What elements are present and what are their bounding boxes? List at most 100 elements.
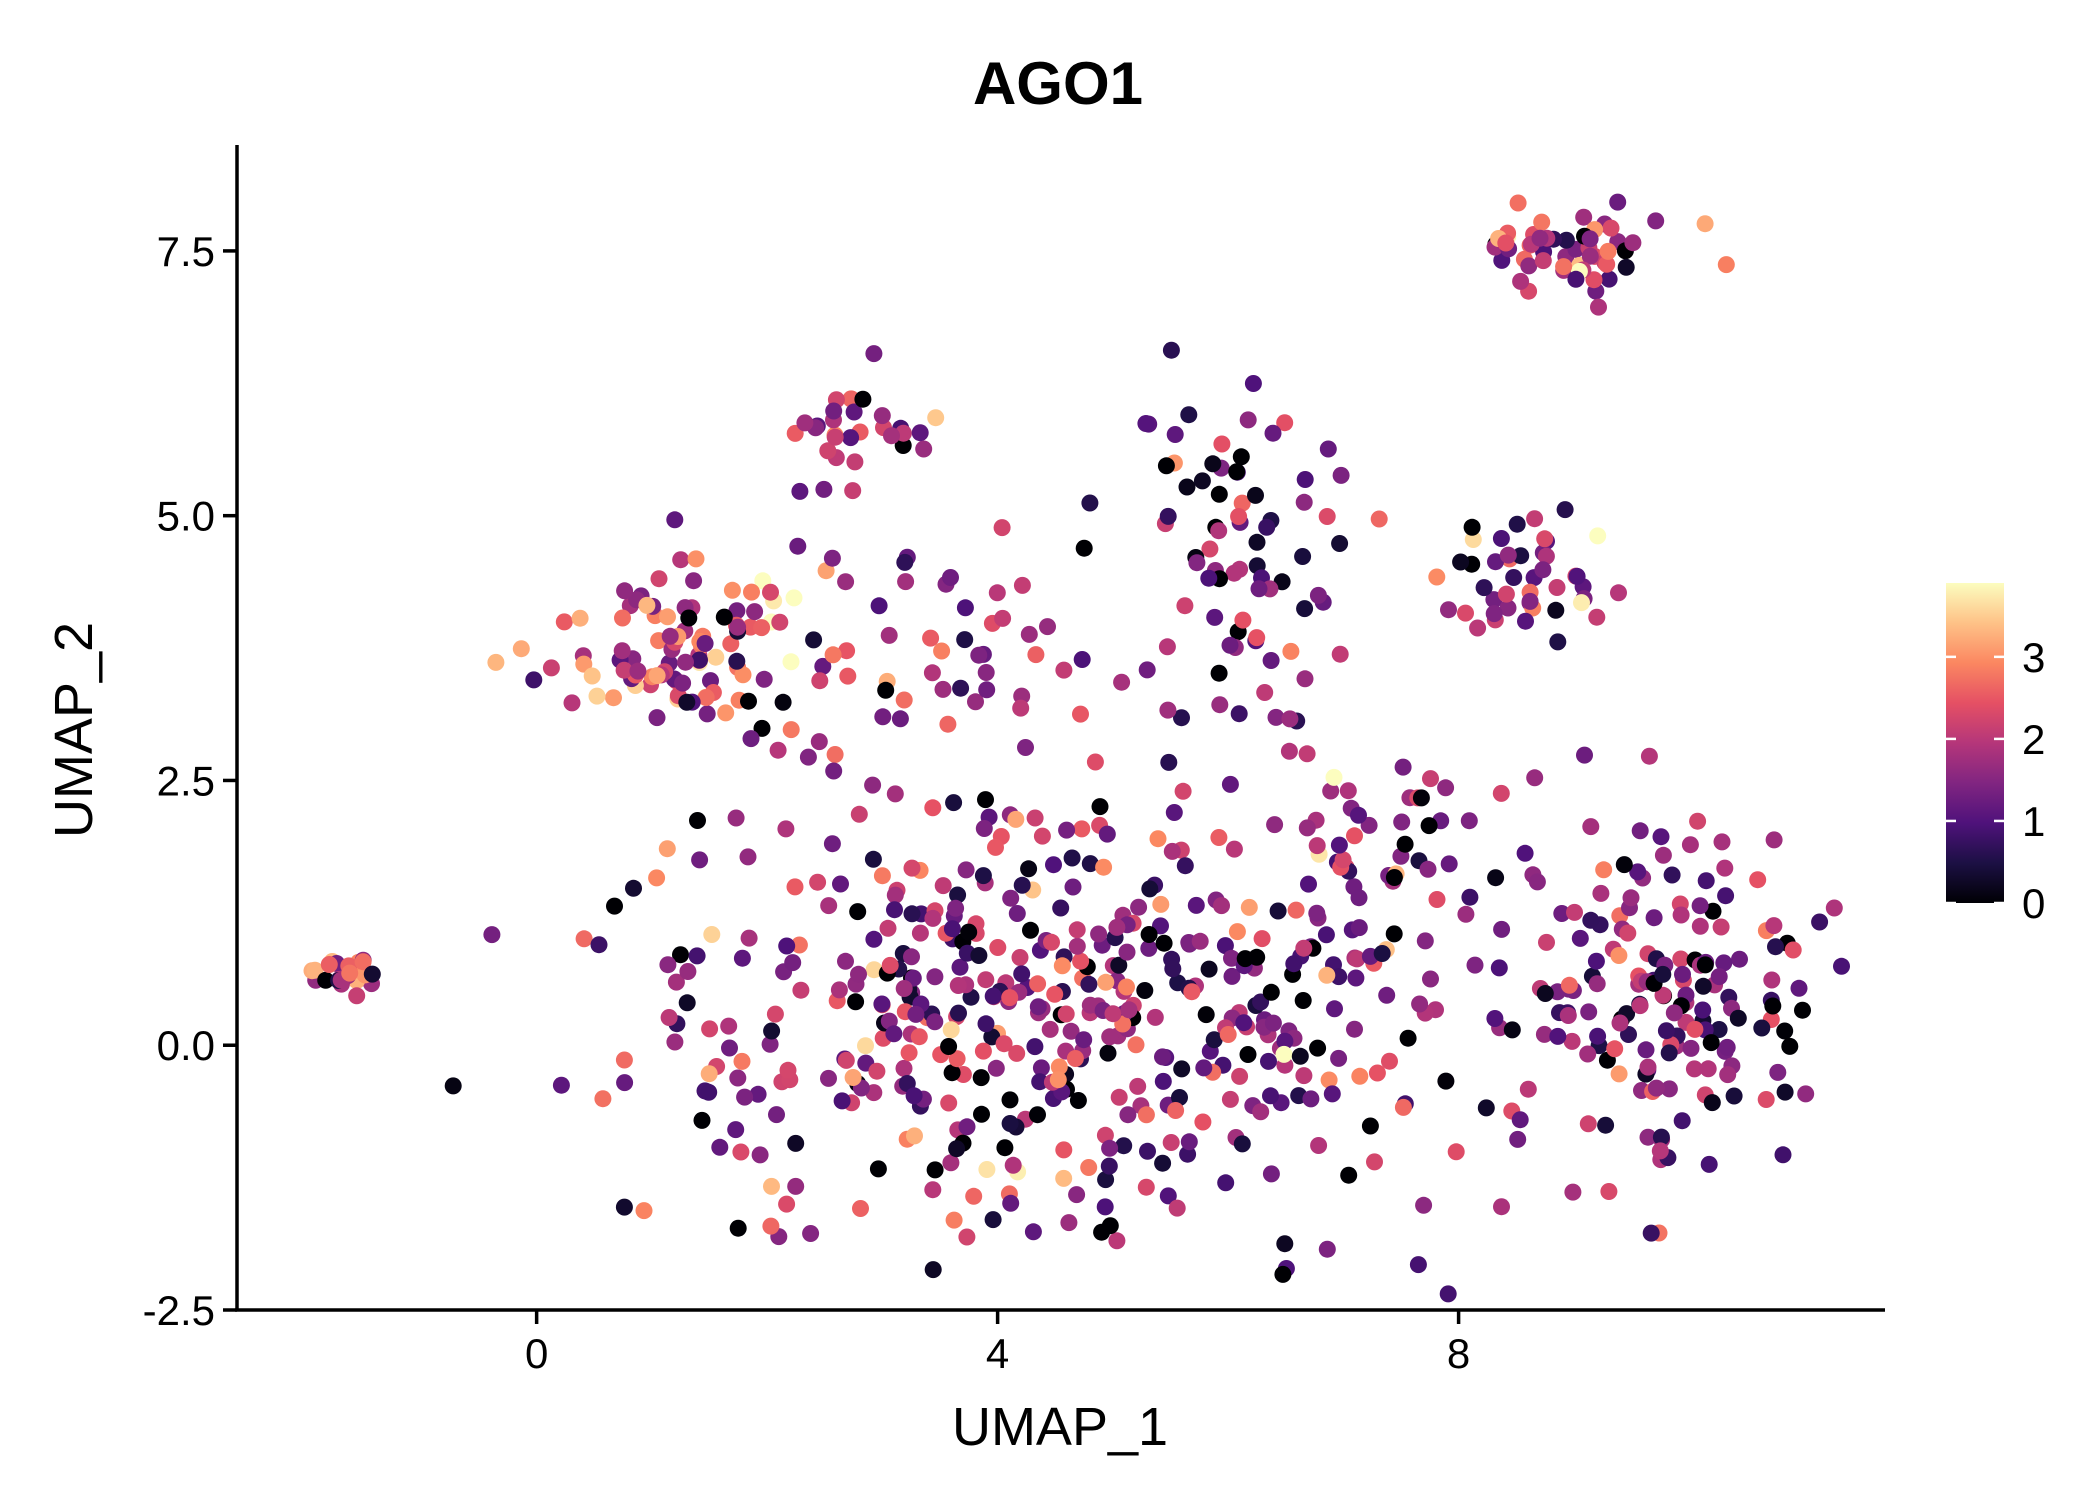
data-point bbox=[974, 1042, 992, 1060]
data-point bbox=[1428, 891, 1446, 908]
data-point bbox=[1599, 242, 1617, 260]
data-point bbox=[1159, 701, 1177, 719]
data-point bbox=[1776, 1083, 1794, 1101]
data-point bbox=[977, 664, 995, 681]
data-point bbox=[512, 640, 530, 658]
data-point bbox=[722, 635, 740, 653]
data-point bbox=[1137, 1106, 1155, 1124]
data-point bbox=[1055, 661, 1073, 679]
data-point bbox=[763, 1177, 780, 1195]
data-point bbox=[1234, 611, 1252, 629]
data-point bbox=[839, 667, 857, 685]
data-point bbox=[1602, 219, 1620, 237]
data-point bbox=[900, 1044, 918, 1062]
data-point bbox=[766, 1005, 784, 1023]
data-point bbox=[1673, 1112, 1691, 1130]
data-point bbox=[1069, 1092, 1087, 1109]
data-point bbox=[886, 901, 903, 919]
data-point bbox=[778, 937, 796, 955]
data-point bbox=[1619, 924, 1637, 942]
legend-tick-label: 1 bbox=[2022, 798, 2045, 845]
data-point bbox=[1512, 272, 1530, 290]
data-point bbox=[615, 661, 633, 679]
data-point bbox=[1096, 1126, 1114, 1144]
data-point bbox=[1001, 1091, 1019, 1109]
data-point bbox=[1210, 485, 1228, 503]
data-point bbox=[852, 1200, 869, 1217]
data-point bbox=[1298, 819, 1316, 837]
data-point bbox=[1610, 947, 1628, 964]
data-point bbox=[891, 710, 909, 728]
data-point bbox=[844, 1069, 862, 1086]
data-point bbox=[1537, 547, 1555, 565]
data-point bbox=[615, 1051, 633, 1069]
data-point bbox=[911, 924, 929, 942]
data-point bbox=[1100, 1157, 1118, 1175]
data-point bbox=[942, 1021, 960, 1039]
data-point bbox=[1457, 604, 1474, 622]
data-point bbox=[1538, 933, 1555, 951]
data-point bbox=[1228, 463, 1246, 481]
data-point bbox=[575, 930, 593, 948]
data-point bbox=[951, 958, 969, 976]
data-point bbox=[594, 1090, 612, 1108]
data-point bbox=[306, 961, 324, 979]
data-point bbox=[864, 776, 882, 794]
data-point bbox=[1536, 530, 1554, 548]
data-point bbox=[945, 1211, 963, 1229]
data-point bbox=[1247, 486, 1264, 504]
data-point bbox=[1007, 810, 1025, 828]
data-point bbox=[782, 721, 800, 739]
data-point bbox=[844, 482, 862, 500]
data-point bbox=[907, 1005, 925, 1023]
data-point bbox=[1713, 833, 1731, 851]
data-point bbox=[1422, 970, 1439, 988]
data-point bbox=[679, 963, 697, 980]
data-point bbox=[903, 905, 921, 923]
data-point bbox=[779, 1061, 797, 1079]
data-point bbox=[1710, 1021, 1728, 1038]
data-point bbox=[837, 952, 854, 970]
data-point bbox=[1066, 1050, 1084, 1067]
data-point bbox=[1519, 1080, 1537, 1098]
data-point bbox=[1179, 1145, 1197, 1163]
data-point bbox=[1576, 746, 1593, 764]
data-point bbox=[1225, 564, 1243, 582]
data-point bbox=[698, 705, 716, 723]
data-point bbox=[945, 794, 963, 812]
data-point bbox=[734, 666, 752, 684]
data-point bbox=[1060, 1214, 1078, 1232]
data-point bbox=[693, 1111, 711, 1129]
data-point bbox=[1420, 817, 1438, 835]
data-point bbox=[1158, 638, 1176, 656]
data-point bbox=[727, 809, 745, 827]
data-point bbox=[1171, 1089, 1188, 1106]
data-point bbox=[895, 691, 913, 709]
data-point bbox=[1440, 855, 1458, 873]
data-point bbox=[894, 437, 912, 454]
data-point bbox=[590, 936, 608, 954]
data-point bbox=[1130, 898, 1148, 916]
data-point bbox=[1330, 1049, 1348, 1067]
data-point bbox=[1557, 231, 1575, 249]
data-point bbox=[977, 1015, 995, 1033]
data-point bbox=[717, 704, 735, 722]
data-point bbox=[753, 619, 771, 637]
x-tick-label: 8 bbox=[1447, 1330, 1470, 1377]
data-point bbox=[1497, 585, 1515, 603]
data-point bbox=[1654, 965, 1672, 983]
data-point bbox=[1534, 561, 1552, 579]
data-point bbox=[625, 879, 642, 897]
data-point bbox=[1598, 255, 1616, 273]
data-point bbox=[1439, 1285, 1457, 1303]
data-point bbox=[933, 642, 951, 660]
data-point bbox=[354, 953, 372, 971]
data-point bbox=[1013, 965, 1031, 983]
data-point bbox=[868, 1062, 886, 1080]
data-point bbox=[1068, 921, 1086, 939]
data-point bbox=[1556, 501, 1574, 519]
data-point bbox=[1160, 753, 1178, 771]
data-point bbox=[1039, 618, 1056, 636]
data-point bbox=[1200, 569, 1218, 587]
